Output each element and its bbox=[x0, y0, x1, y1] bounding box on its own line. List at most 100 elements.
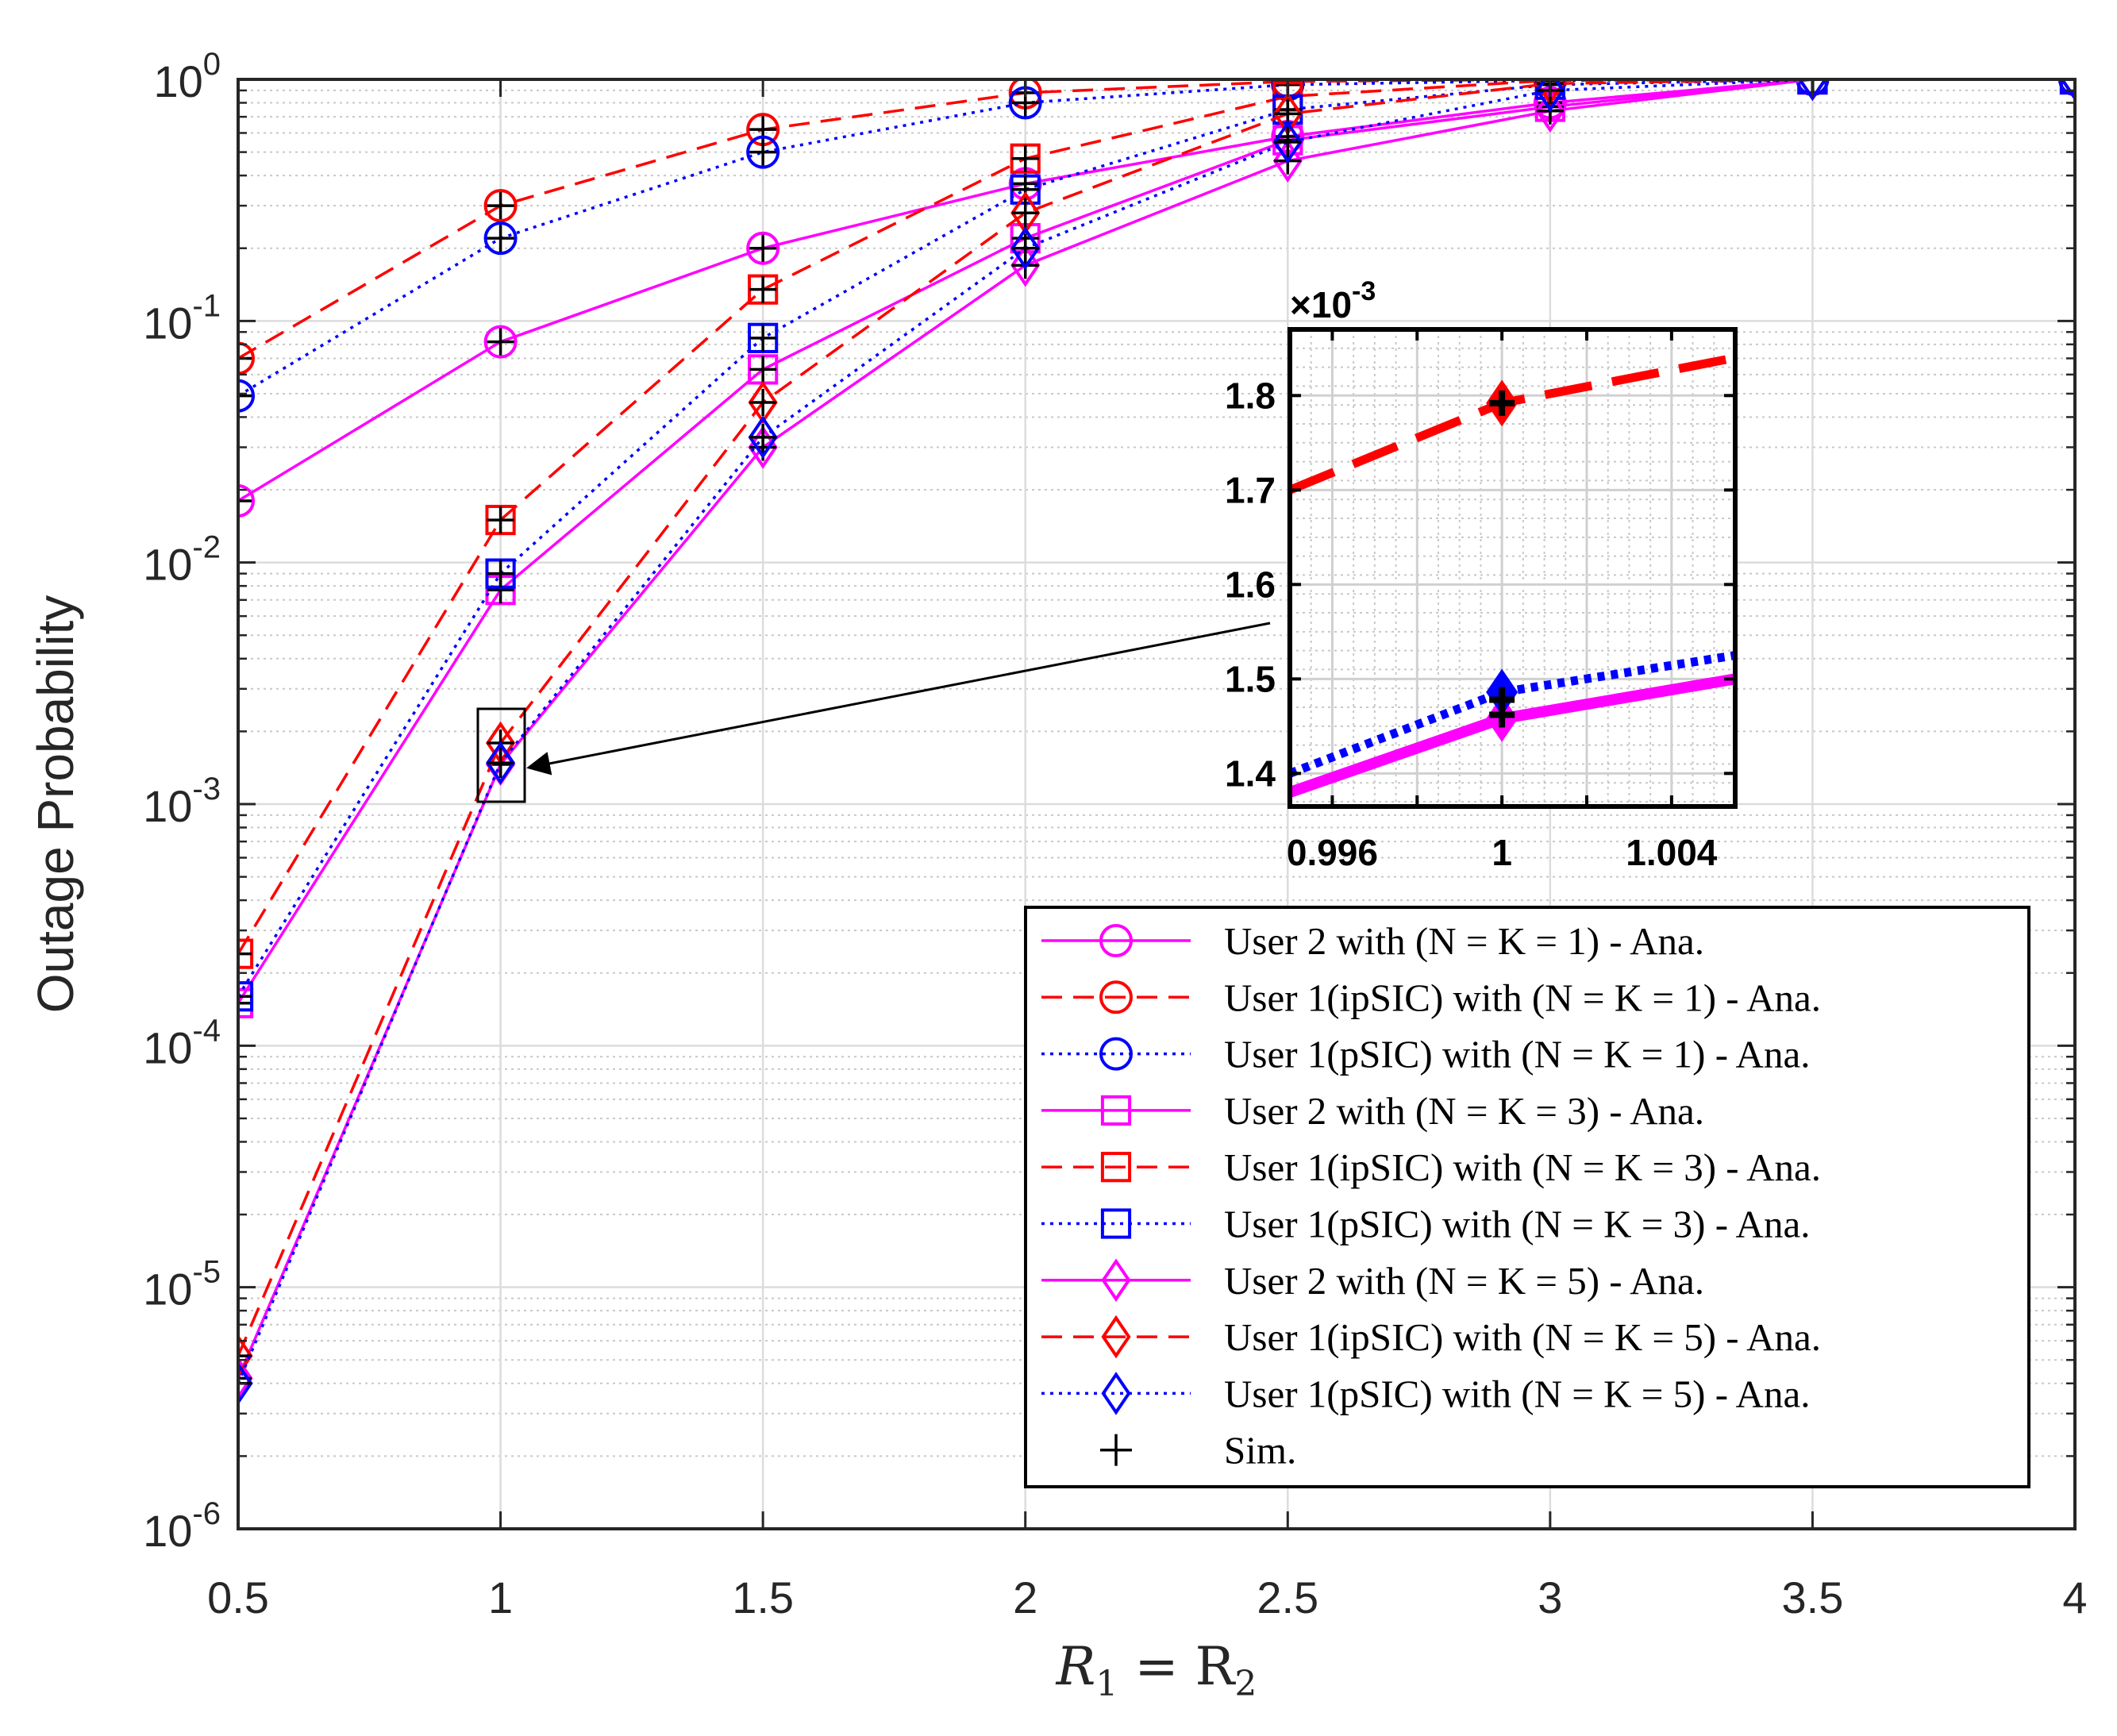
inset-ticks bbox=[1290, 329, 1735, 806]
x-tick-label: 3 bbox=[1538, 1572, 1562, 1622]
x-label-r1: R bbox=[1056, 1636, 1096, 1697]
inset-multiplier-exp: -3 bbox=[1352, 276, 1376, 306]
legend-label-sim: Sim. bbox=[1224, 1429, 1296, 1472]
square-marker bbox=[485, 504, 516, 536]
sim-marker bbox=[1011, 175, 1039, 203]
diamond-marker bbox=[1101, 1372, 1131, 1415]
y-tick-label: 10-2 bbox=[143, 530, 221, 590]
y-tick-label: 10-5 bbox=[143, 1255, 221, 1315]
legend-label: User 1(pSIC) with (N = K = 1) - Ana. bbox=[1224, 1033, 1810, 1076]
circle-marker bbox=[238, 341, 255, 375]
y-tick-label: 10-3 bbox=[143, 772, 221, 831]
series-line bbox=[238, 79, 2075, 1357]
inset-multiplier-prefix: ×10 bbox=[1290, 284, 1352, 325]
x-tick-label: 1.5 bbox=[732, 1572, 794, 1622]
legend-label: User 2 with (N = K = 5) - Ana. bbox=[1224, 1259, 1704, 1303]
sim-marker bbox=[238, 382, 252, 410]
square-marker bbox=[748, 322, 779, 353]
inset-x-tick-label: 1 bbox=[1492, 832, 1512, 873]
sim-marker bbox=[487, 560, 514, 587]
square-marker bbox=[1100, 1208, 1132, 1239]
inset-curves bbox=[1290, 353, 1735, 798]
diamond-marker bbox=[1010, 226, 1041, 271]
inset-y-tick-label: 1.4 bbox=[1225, 753, 1276, 794]
y-tick-exponent: 0 bbox=[203, 47, 221, 82]
circle-marker bbox=[483, 189, 518, 223]
zoom-region-box bbox=[476, 707, 526, 803]
y-tick-base: 10 bbox=[143, 781, 192, 831]
inset-x-tick-label: 1.004 bbox=[1626, 832, 1718, 873]
circle-marker bbox=[746, 135, 780, 169]
legend-label: User 1(ipSIC) with (N = K = 1) - Ana. bbox=[1224, 976, 1821, 1019]
inset-y-tick-label: 1.5 bbox=[1225, 658, 1276, 699]
x-label-sub1: 1 bbox=[1095, 1664, 1118, 1704]
sim-marker bbox=[1100, 1434, 1132, 1466]
square-marker bbox=[1010, 143, 1041, 174]
diamond-marker bbox=[238, 1357, 253, 1400]
y-tick-base: 10 bbox=[143, 1264, 192, 1315]
sim-marker bbox=[238, 940, 252, 968]
inset-x-tick-label: 0.996 bbox=[1287, 832, 1378, 873]
y-tick-base: 10 bbox=[153, 56, 202, 106]
y-tick-base: 10 bbox=[143, 1506, 192, 1556]
sim-marker bbox=[1489, 702, 1515, 728]
legend-box bbox=[1024, 906, 2030, 1488]
x-tick-label: 2.5 bbox=[1257, 1572, 1318, 1622]
diamond-marker bbox=[1101, 1258, 1131, 1303]
sim-marker bbox=[749, 356, 777, 383]
diamond-marker bbox=[486, 741, 516, 785]
y-tick-label: 10-1 bbox=[143, 288, 221, 348]
x-tick-label: 1 bbox=[488, 1572, 513, 1622]
sim-marker bbox=[1011, 234, 1039, 262]
diamond-marker bbox=[1272, 139, 1303, 183]
inset-tick-labels: 1.4 1.5 1.6 1.7 1.8 0.996 1 1.004 bbox=[1225, 375, 1718, 873]
legend-label: User 1(ipSIC) with (N = K = 5) - Ana. bbox=[1224, 1315, 1821, 1359]
series-group bbox=[238, 79, 2075, 1406]
sim-marker bbox=[238, 1369, 252, 1397]
x-tick-label: 4 bbox=[2062, 1572, 2087, 1622]
diamond-marker bbox=[748, 415, 778, 460]
y-tick-base: 10 bbox=[143, 1022, 192, 1072]
inset-curve bbox=[1290, 651, 1735, 778]
inset-multiplier: ×10-3 bbox=[1290, 276, 1376, 325]
y-tick-label: 10-6 bbox=[143, 1496, 221, 1556]
circle-marker bbox=[483, 325, 518, 359]
y-tick-base: 10 bbox=[143, 298, 192, 348]
inset-frame bbox=[1288, 327, 1738, 809]
sim-marker bbox=[238, 345, 252, 372]
y-axis-label: Outage Probability bbox=[27, 595, 84, 1014]
square-marker bbox=[238, 981, 254, 1012]
sim-marker bbox=[749, 275, 777, 303]
diamond-marker bbox=[238, 1361, 253, 1406]
sim-marker bbox=[749, 234, 777, 262]
sim-marker bbox=[238, 1342, 252, 1370]
legend-label: User 2 with (N = K = 3) - Ana. bbox=[1224, 1089, 1704, 1133]
diamond-marker bbox=[1535, 89, 1565, 133]
legend-label: User 1(ipSIC) with (N = K = 3) - Ana. bbox=[1224, 1145, 1821, 1189]
sim-marker bbox=[749, 423, 777, 451]
y-tick-label: 10-4 bbox=[143, 1013, 221, 1072]
circle-marker bbox=[1099, 924, 1133, 957]
x-label-eq: = R bbox=[1118, 1636, 1236, 1697]
x-tick-label: 3.5 bbox=[1781, 1572, 1843, 1622]
zoom-arrow bbox=[526, 622, 1271, 776]
y-tick-exponent: -4 bbox=[192, 1013, 221, 1048]
legend-entry: User 1(pSIC) with (N = K = 1) - Ana. bbox=[1041, 1033, 1810, 1076]
series-line bbox=[238, 79, 2075, 1384]
y-tick-exponent: -1 bbox=[192, 288, 221, 323]
sim-marker bbox=[749, 138, 777, 166]
series-line bbox=[238, 79, 2075, 955]
legend-entry: User 2 with (N = K = 3) - Ana. bbox=[1041, 1089, 1704, 1133]
square-marker bbox=[748, 274, 779, 305]
sim-marker bbox=[1274, 129, 1302, 156]
legend-entry-sim: Sim. bbox=[1100, 1429, 1296, 1472]
legend-label: User 1(pSIC) with (N = K = 3) - Ana. bbox=[1224, 1203, 1810, 1246]
circle-marker bbox=[1099, 980, 1133, 1014]
legend-entry: User 1(pSIC) with (N = K = 3) - Ana. bbox=[1041, 1203, 1810, 1246]
y-tick-exponent: -3 bbox=[192, 772, 221, 806]
diamond-marker bbox=[748, 380, 778, 425]
x-tick-label: 0.5 bbox=[207, 1572, 269, 1622]
sim-marker bbox=[238, 989, 252, 1017]
inset-zoom-plot: 1.4 1.5 1.6 1.7 1.8 0.996 1 1.004 ×10-3 bbox=[1225, 276, 1738, 873]
